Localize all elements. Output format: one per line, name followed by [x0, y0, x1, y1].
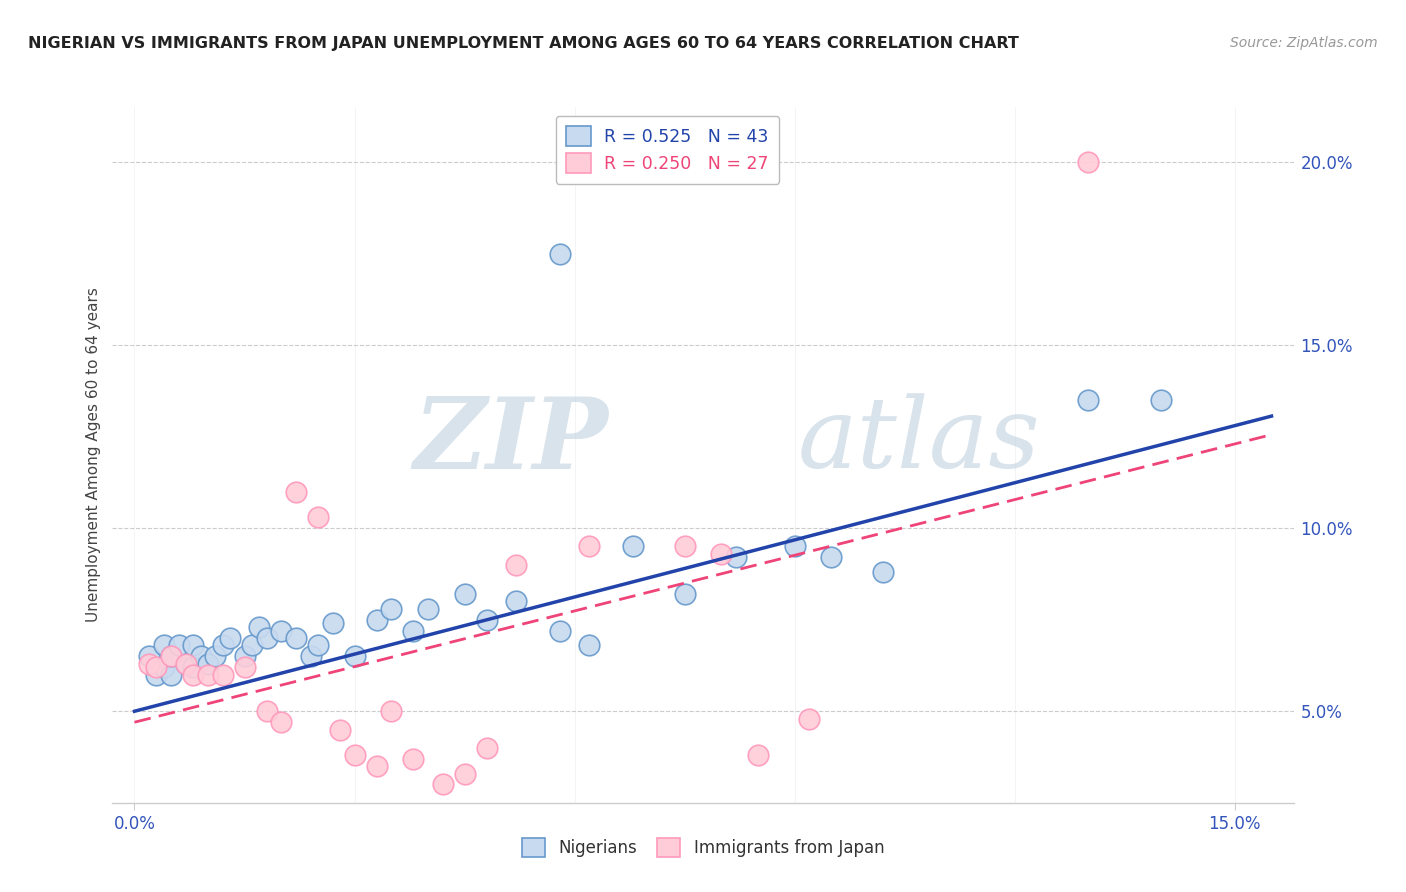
Point	[218, 631, 240, 645]
Point	[329, 723, 352, 737]
Legend: Nigerians, Immigrants from Japan: Nigerians, Immigrants from Japan	[515, 831, 891, 864]
Point	[799, 712, 821, 726]
Point	[621, 540, 644, 554]
Point	[548, 246, 571, 260]
Point	[505, 558, 527, 572]
Point	[402, 624, 425, 638]
Text: Source: ZipAtlas.com: Source: ZipAtlas.com	[1230, 36, 1378, 50]
Point	[343, 649, 366, 664]
Point	[366, 613, 388, 627]
Point	[233, 660, 256, 674]
Point	[160, 667, 183, 681]
Point	[138, 657, 160, 671]
Point	[160, 649, 183, 664]
Point	[475, 740, 498, 755]
Text: atlas: atlas	[797, 393, 1040, 489]
Point	[710, 547, 733, 561]
Point	[453, 766, 475, 780]
Point	[366, 759, 388, 773]
Point	[174, 657, 197, 671]
Point	[1150, 392, 1173, 407]
Point	[197, 667, 219, 681]
Point	[211, 638, 233, 652]
Point	[181, 638, 204, 652]
Point	[578, 540, 600, 554]
Point	[343, 748, 366, 763]
Point	[673, 587, 696, 601]
Point	[256, 631, 278, 645]
Point	[153, 638, 176, 652]
Point	[783, 540, 806, 554]
Point	[138, 649, 160, 664]
Point	[204, 649, 226, 664]
Point	[160, 649, 183, 664]
Point	[402, 752, 425, 766]
Point	[673, 540, 696, 554]
Point	[380, 704, 402, 718]
Point	[1077, 155, 1099, 169]
Point	[307, 510, 329, 524]
Point	[1077, 392, 1099, 407]
Point	[578, 638, 600, 652]
Point	[872, 565, 894, 579]
Point	[211, 667, 233, 681]
Point	[167, 638, 190, 652]
Point	[820, 550, 842, 565]
Point	[256, 704, 278, 718]
Point	[247, 620, 270, 634]
Point	[475, 613, 498, 627]
Point	[724, 550, 747, 565]
Point	[505, 594, 527, 608]
Point	[380, 601, 402, 615]
Point	[548, 624, 571, 638]
Point	[181, 667, 204, 681]
Point	[747, 748, 769, 763]
Point	[240, 638, 263, 652]
Point	[145, 660, 167, 674]
Point	[197, 657, 219, 671]
Text: ZIP: ZIP	[413, 392, 609, 489]
Point	[190, 649, 212, 664]
Point	[453, 587, 475, 601]
Point	[299, 649, 322, 664]
Point	[233, 649, 256, 664]
Point	[284, 631, 307, 645]
Y-axis label: Unemployment Among Ages 60 to 64 years: Unemployment Among Ages 60 to 64 years	[86, 287, 101, 623]
Point	[270, 715, 292, 730]
Text: NIGERIAN VS IMMIGRANTS FROM JAPAN UNEMPLOYMENT AMONG AGES 60 TO 64 YEARS CORRELA: NIGERIAN VS IMMIGRANTS FROM JAPAN UNEMPL…	[28, 36, 1019, 51]
Point	[416, 601, 439, 615]
Point	[307, 638, 329, 652]
Point	[145, 667, 167, 681]
Point	[174, 657, 197, 671]
Point	[432, 777, 454, 791]
Point	[181, 660, 204, 674]
Point	[284, 484, 307, 499]
Point	[153, 660, 176, 674]
Point	[270, 624, 292, 638]
Point	[322, 616, 344, 631]
